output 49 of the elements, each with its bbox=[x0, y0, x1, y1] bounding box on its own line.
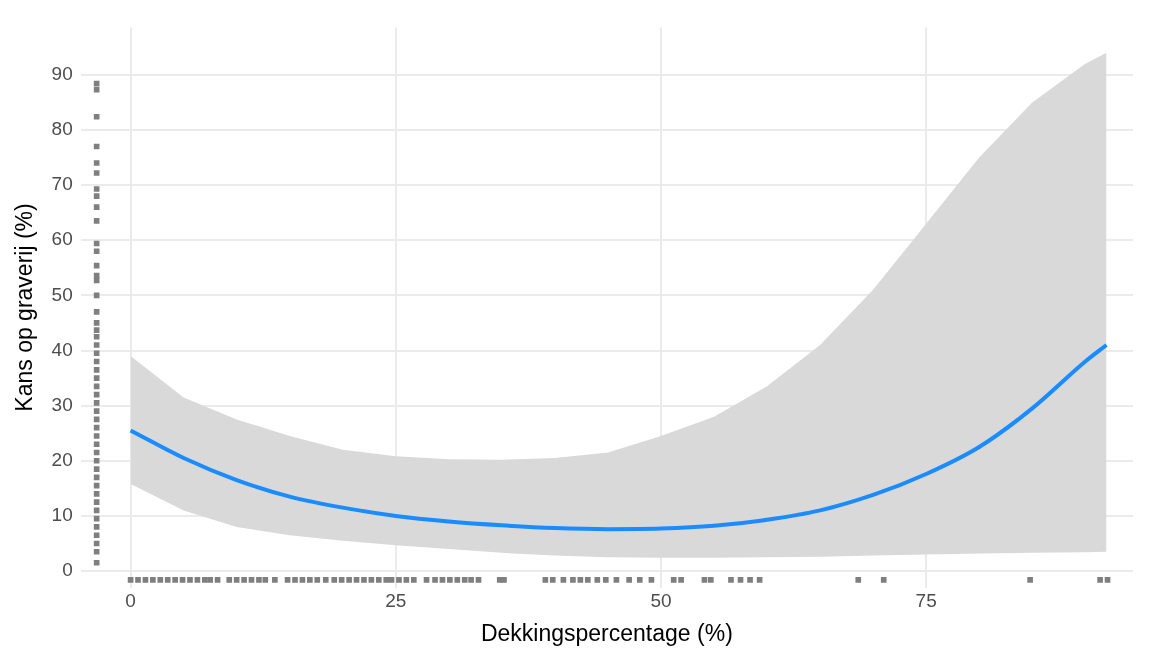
y-tick-label: 60 bbox=[51, 228, 73, 250]
point bbox=[93, 474, 100, 481]
y-tick-label: 50 bbox=[51, 283, 73, 305]
x-tick-label: 25 bbox=[385, 590, 407, 612]
point bbox=[93, 548, 100, 555]
point bbox=[93, 457, 100, 464]
point bbox=[93, 532, 100, 539]
point bbox=[93, 342, 100, 348]
point bbox=[93, 193, 100, 199]
point bbox=[93, 327, 100, 333]
point bbox=[93, 466, 100, 472]
point bbox=[93, 408, 100, 414]
x-tick-label: 50 bbox=[650, 590, 672, 612]
y-tick-label: 10 bbox=[51, 504, 73, 526]
y-tick-label: 80 bbox=[51, 118, 73, 140]
point bbox=[93, 499, 100, 505]
point bbox=[93, 333, 100, 340]
point bbox=[93, 204, 100, 210]
point bbox=[93, 160, 100, 166]
point bbox=[93, 113, 100, 120]
line-series bbox=[128, 342, 1109, 532]
point bbox=[93, 559, 100, 566]
x-tick-label: 75 bbox=[915, 590, 937, 612]
point bbox=[93, 515, 100, 522]
point bbox=[93, 441, 100, 448]
point bbox=[93, 170, 100, 176]
x-tick-label: 0 bbox=[125, 590, 136, 612]
point bbox=[93, 218, 100, 224]
y-tick-label: 30 bbox=[51, 393, 73, 415]
point bbox=[93, 366, 100, 373]
point bbox=[93, 491, 100, 497]
y-tick-label: 20 bbox=[51, 449, 73, 471]
y-tick-label: 0 bbox=[62, 559, 73, 581]
point bbox=[93, 433, 100, 439]
point bbox=[93, 320, 100, 326]
point bbox=[93, 86, 100, 93]
y-axis-title: Kans op graverij (%) bbox=[11, 203, 38, 412]
point bbox=[93, 524, 100, 530]
point bbox=[93, 248, 100, 255]
point bbox=[93, 375, 100, 381]
point bbox=[93, 186, 100, 192]
y-tick-label: 90 bbox=[51, 63, 73, 85]
point bbox=[93, 400, 100, 406]
point bbox=[93, 350, 100, 357]
point bbox=[93, 309, 100, 315]
point bbox=[93, 424, 100, 431]
y-tick-label: 40 bbox=[51, 338, 73, 360]
y-tick-label: 70 bbox=[51, 173, 73, 195]
x-axis-title: Dekkingspercentage (%) bbox=[480, 619, 733, 646]
